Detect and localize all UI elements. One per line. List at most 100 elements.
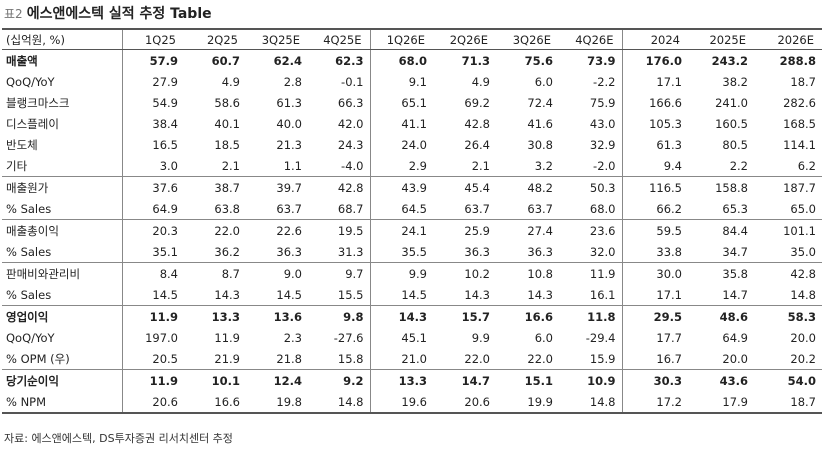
cell: 14.8: [308, 391, 371, 414]
cell: 35.5: [401, 244, 427, 259]
cell: 27.4: [496, 219, 559, 241]
row-label: 영업이익: [2, 305, 123, 327]
cell: 20.0: [790, 330, 816, 345]
cell: 64.9: [722, 330, 748, 345]
cell: 243.2: [711, 53, 748, 68]
cell: 15.5: [308, 284, 371, 306]
table-row: % NPM 20.6 16.6 19.8 14.8 19.6 20.6 19.9 14.8 17.…: [2, 391, 822, 414]
cell: 50.3: [559, 176, 623, 198]
cell: 60.7: [211, 53, 240, 68]
cell: 9.8: [308, 305, 371, 327]
cell: -29.4: [559, 327, 623, 348]
cell: 40.1: [214, 116, 240, 131]
row-label: % OPM (우): [2, 348, 123, 370]
row-label: QoQ/YoY: [2, 71, 123, 92]
cell: 20.0: [722, 351, 748, 366]
cell: 9.4: [663, 158, 682, 173]
source: 자료: 에스앤에스텍, DS투자증권 리서치센터 추정: [4, 432, 233, 445]
cell: 61.3: [276, 95, 302, 110]
cell: 160.5: [715, 116, 748, 131]
table: (십억원, %) 1Q25 2Q25 3Q25E 4Q25E 1Q26E 2Q26E 3Q26…: [2, 28, 822, 414]
cell: 43.9: [370, 176, 433, 198]
row-label: QoQ/YoY: [2, 327, 123, 348]
cell: 6.0: [534, 74, 553, 89]
cell: 18.7: [790, 74, 816, 89]
cell: 2.2: [729, 158, 748, 173]
cell: 59.5: [622, 219, 688, 241]
cell: 2.9: [408, 158, 427, 173]
row-label: 기타: [2, 155, 123, 177]
cell: -2.2: [559, 71, 623, 92]
row-label: % Sales: [2, 198, 123, 220]
row-label: 매출원가: [2, 176, 123, 198]
cell: 116.5: [622, 176, 688, 198]
row-label: 매출액: [2, 49, 123, 71]
cell: 20.6: [433, 391, 496, 414]
table-row: QoQ/YoY 27.9 4.9 2.8 -0.1 9.1 4.9 6.0 -2.2 17.1 38…: [2, 71, 822, 92]
cell: -2.0: [559, 155, 623, 177]
cell: 11.9: [214, 330, 240, 345]
cell: 42.0: [308, 113, 371, 134]
cell: 17.7: [656, 330, 682, 345]
cell: 68.0: [559, 198, 623, 220]
cell: 45.1: [401, 330, 427, 345]
cell: 13.6: [246, 305, 308, 327]
cell: 36.3: [464, 244, 490, 259]
cell: 4.9: [471, 74, 490, 89]
cell: 72.4: [527, 95, 553, 110]
cell: 10.8: [496, 262, 559, 284]
cell: 16.6: [496, 305, 559, 327]
cell: 35.0: [790, 244, 816, 259]
cell: 11.9: [559, 262, 623, 284]
row-label: % Sales: [2, 284, 123, 306]
column-header: 3Q26E: [496, 28, 559, 50]
cell: 22.0: [527, 351, 553, 366]
header-row: (십억원, %) 1Q25 2Q25 3Q25E 4Q25E 1Q26E 2Q26E 3Q26…: [2, 28, 822, 50]
cell: 68.0: [398, 53, 427, 68]
cell: 21.8: [276, 351, 302, 366]
column-header: 2Q25: [184, 28, 246, 50]
cell: 14.5: [276, 287, 302, 302]
cell: 16.7: [656, 351, 682, 366]
cell: 282.6: [783, 95, 816, 110]
table-row: 블랭크마스크 54.9 58.6 61.3 66.3 65.1 69.2 72.4 75.9 16…: [2, 92, 822, 113]
cell: 65.0: [790, 201, 816, 216]
cell: 71.3: [461, 53, 490, 68]
table-row: % Sales 64.9 63.8 63.7 68.7 64.5 63.7 63.7 68.0 6…: [2, 198, 822, 220]
column-header: (십억원, %): [2, 28, 123, 50]
cell: 22.0: [464, 351, 490, 366]
cell: 18.7: [754, 391, 822, 414]
cell: 197.0: [145, 330, 178, 345]
cell: 9.9: [370, 262, 433, 284]
cell: 16.5: [152, 137, 178, 152]
cell: 21.0: [401, 351, 427, 366]
cell: 14.5: [152, 287, 178, 302]
cell: 48.6: [688, 305, 754, 327]
cell: 38.4: [152, 116, 178, 131]
cell: 35.1: [152, 244, 178, 259]
cell: 62.3: [308, 49, 371, 71]
cell: 43.6: [688, 369, 754, 391]
cell: 17.1: [656, 74, 682, 89]
cell: 65.1: [401, 95, 427, 110]
cell: 41.6: [527, 116, 553, 131]
cell: -0.1: [308, 71, 371, 92]
table-row: 매출총이익 20.3 22.0 22.6 19.5 24.1 25.9 27.4 23.6 59.…: [2, 219, 822, 241]
cell: 27.9: [152, 74, 178, 89]
table-row: 반도체 16.5 18.5 21.3 24.3 24.0 26.4 30.8 32.9 61.3 8…: [2, 134, 822, 155]
cell: 69.2: [464, 95, 490, 110]
cell: 58.6: [214, 95, 240, 110]
cell: 39.7: [246, 176, 308, 198]
cell: 66.2: [656, 201, 682, 216]
table-row: 디스플레이 38.4 40.1 40.0 42.0 41.1 42.8 41.6 43.0 105…: [2, 113, 822, 134]
cell: 20.3: [122, 219, 184, 241]
table-row: % OPM (우) 20.5 21.9 21.8 15.8 21.0 22.0 22.0 15.…: [2, 348, 822, 370]
cell: 9.1: [408, 74, 427, 89]
table-body: 매출액 57.9 60.7 62.4 62.3 68.0 71.3 75.6 73.9 176.0…: [2, 49, 822, 414]
cell: 105.3: [649, 116, 682, 131]
cell: 20.6: [122, 391, 184, 414]
cell: 30.3: [622, 369, 688, 391]
cell: 288.8: [779, 53, 816, 68]
cell: 63.7: [276, 201, 302, 216]
cell: 9.9: [471, 330, 490, 345]
